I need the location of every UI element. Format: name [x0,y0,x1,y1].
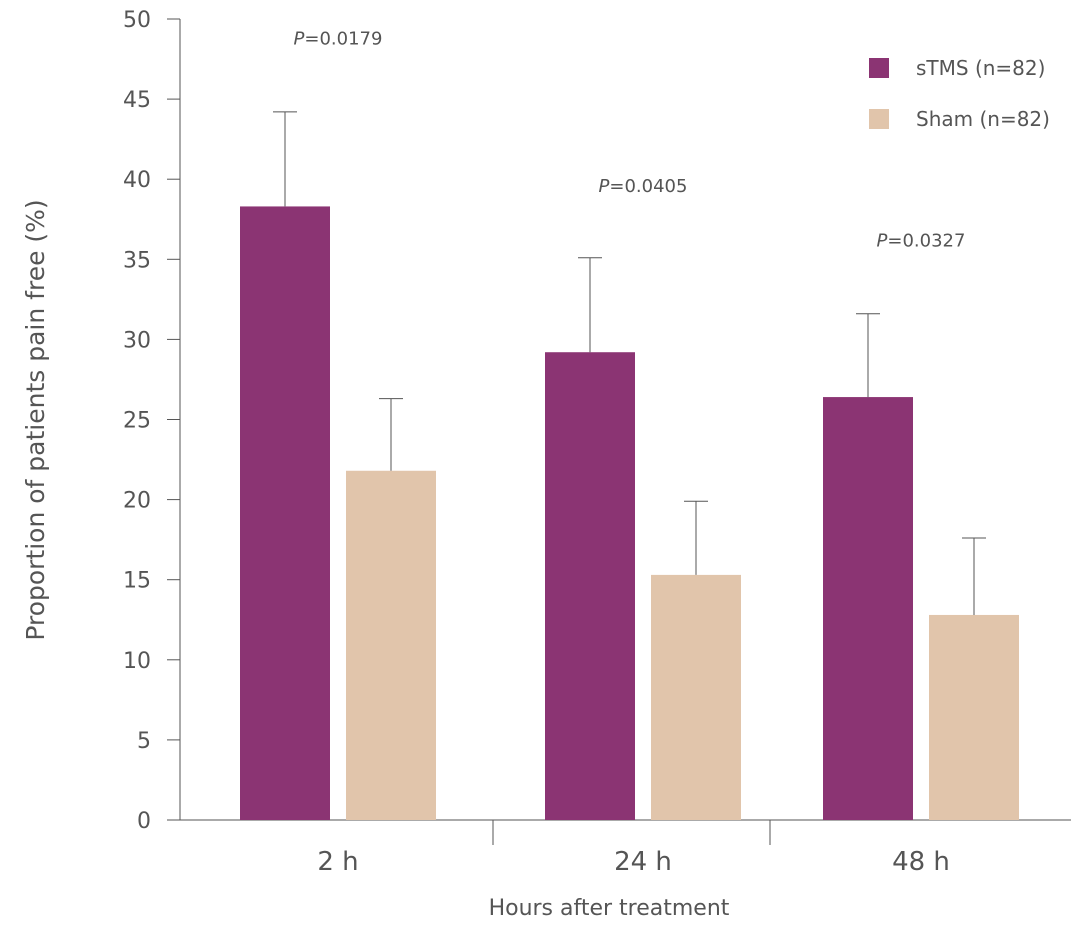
y-tick-label: 0 [137,809,151,834]
error-bars [273,111,986,615]
y-tick-label: 30 [123,328,151,353]
x-tick-label: 2 h [317,847,358,877]
y-axis-title: Proportion of patients pain free (%) [21,199,50,640]
bar-stms-2 [823,397,913,820]
legend-swatch-sham [869,109,889,129]
y-tick-label: 5 [137,729,151,754]
bar-stms-1 [545,352,635,820]
y-tick-label: 35 [123,248,151,273]
x-axis-title: Hours after treatment [489,896,730,921]
legend: sTMS (n=82) Sham (n=82) [869,56,1050,131]
bar-sham-0 [346,470,436,820]
y-tick-label: 10 [123,649,151,674]
p-value-annotation: P=0.0327 [877,230,966,251]
y-tick-label: 40 [123,168,151,193]
labels: Proportion of patients pain free (%) Hou… [21,29,965,921]
y-tick-label: 20 [123,489,151,514]
bars [240,206,1019,820]
legend-label-sham: Sham (n=82) [916,107,1050,131]
y-tick-label: 50 [123,8,151,33]
bar-sham-2 [929,614,1019,820]
y-tick-label: 25 [123,409,151,434]
legend-label-stms: sTMS (n=82) [916,56,1045,80]
bar-stms-0 [240,206,330,820]
x-tick-label: 48 h [892,847,950,877]
axes: 0 5 10 15 20 25 30 35 40 45 50 2 h 24 h 48 h [123,8,1071,877]
p-value-annotation: P=0.0405 [599,176,688,197]
y-tick-label: 15 [123,569,151,594]
y-tick-label: 45 [123,88,151,113]
x-tick-label: 24 h [614,847,672,877]
p-value-annotation: P=0.0179 [294,29,383,50]
legend-swatch-stms [869,58,889,78]
bar-sham-1 [651,574,741,820]
